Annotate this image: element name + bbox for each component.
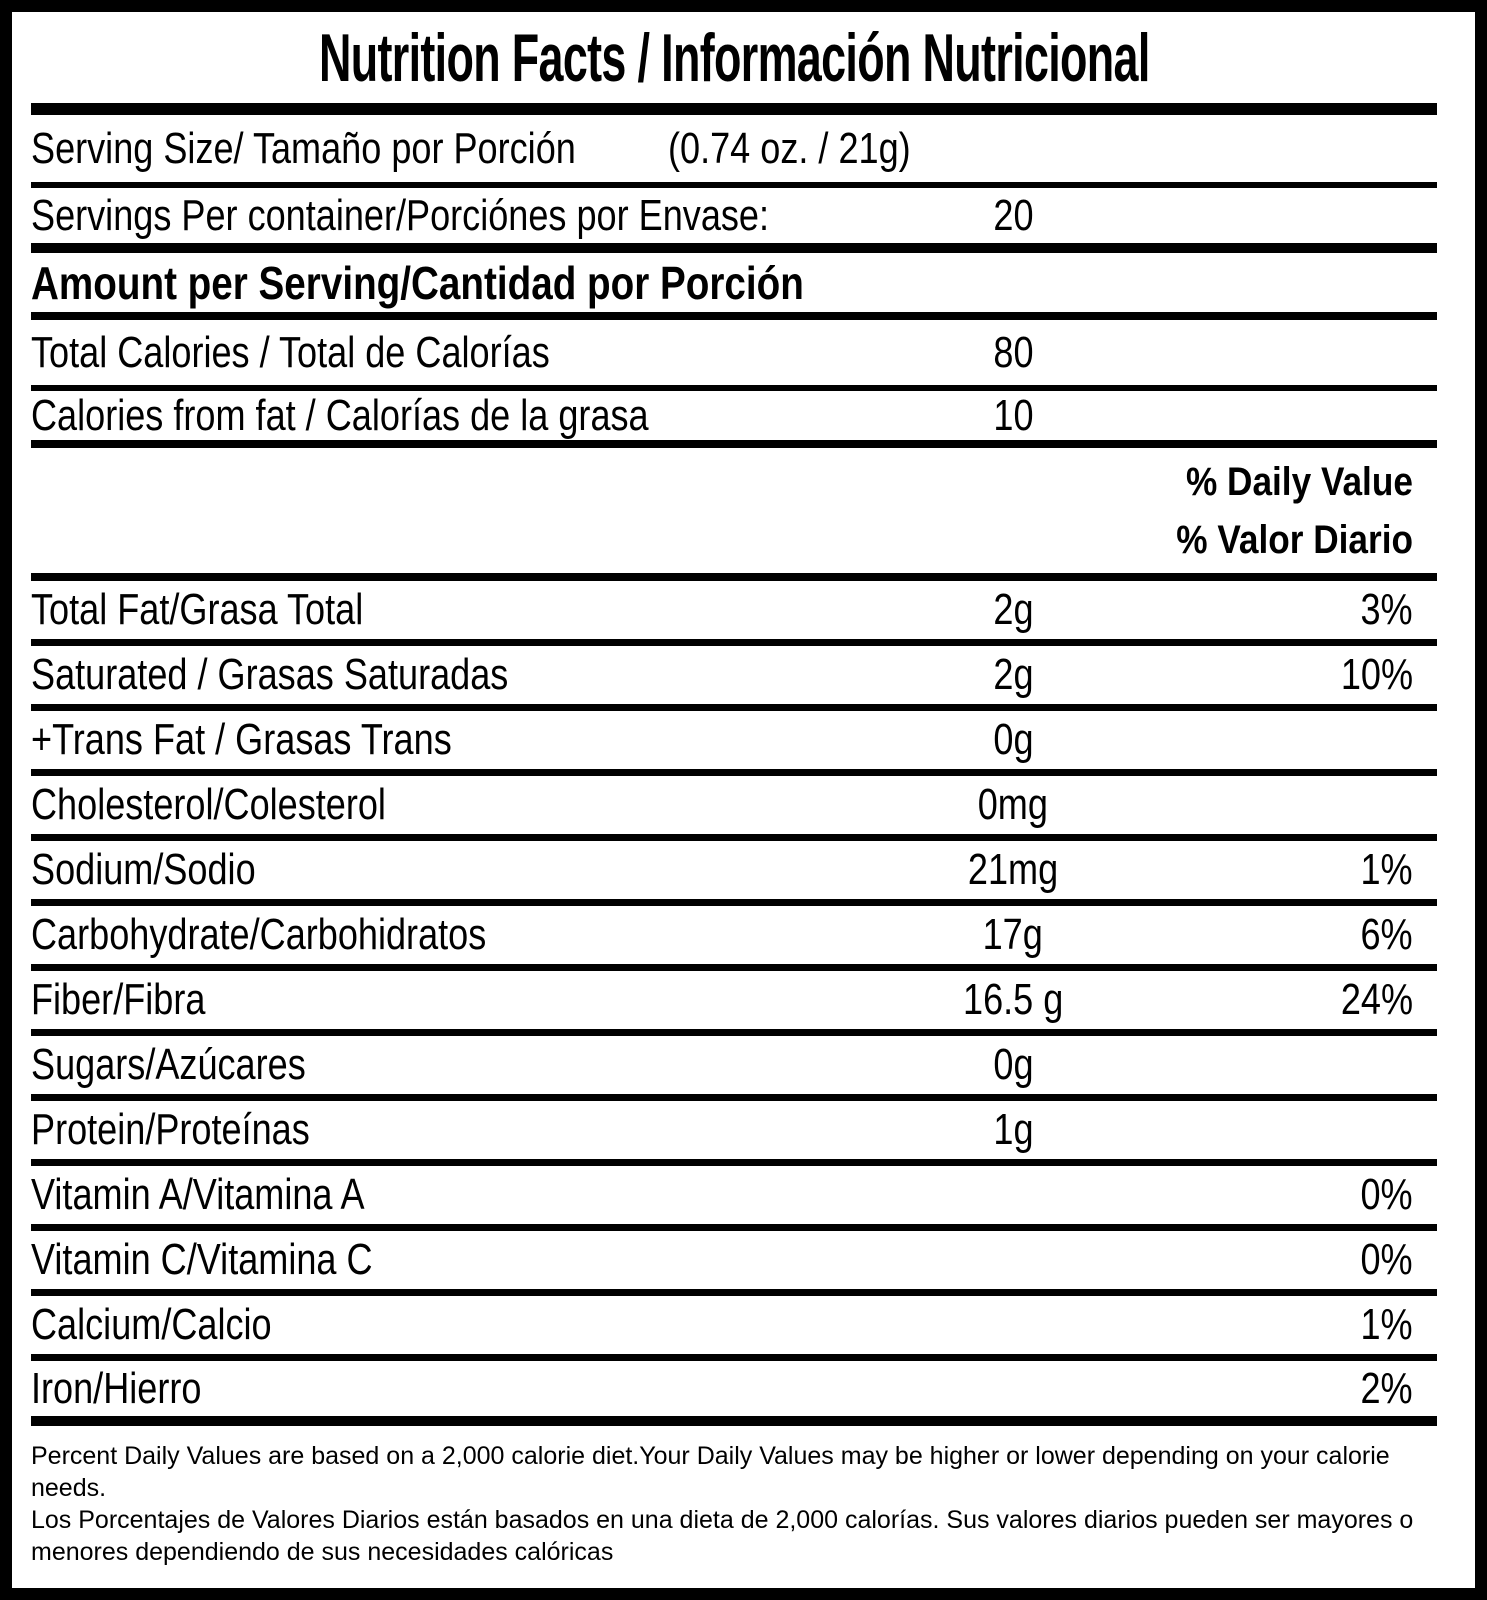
nutrient-label: Sodium/Sodio xyxy=(31,845,256,894)
nutrient-table: Total Fat/Grasa Total 2g 3% Saturated / … xyxy=(31,581,1437,1426)
nutrient-row: Protein/Proteínas 1g xyxy=(31,1101,1437,1166)
nutrient-amount: 17g xyxy=(982,910,1044,959)
nutrient-amount: 1g xyxy=(992,1105,1034,1154)
calories-from-fat-value: 10 xyxy=(992,391,1034,440)
label-header: Nutrition Facts / Información Nutriciona… xyxy=(31,12,1437,103)
nutrient-label: Protein/Proteínas xyxy=(31,1105,310,1154)
daily-value-header-es: % Valor Diario xyxy=(1176,517,1413,562)
servings-per-container-value: 20 xyxy=(992,190,1034,240)
footnote-english: Percent Daily Values are based on a 2,00… xyxy=(31,1442,1390,1502)
serving-size-row: Serving Size/ Tamaño por Porción (0.74 o… xyxy=(31,115,1437,188)
footnotes: Percent Daily Values are based on a 2,00… xyxy=(31,1426,1437,1568)
nutrient-row: Iron/Hierro 2% xyxy=(31,1361,1437,1426)
nutrient-label: Total Fat/Grasa Total xyxy=(31,585,364,634)
nutrient-row: Total Fat/Grasa Total 2g 3% xyxy=(31,581,1437,646)
nutrient-label: Calcium/Calcio xyxy=(31,1300,272,1349)
nutrient-row: Sugars/Azúcares 0g xyxy=(31,1036,1437,1101)
nutrient-row: Fiber/Fibra 16.5 g 24% xyxy=(31,971,1437,1036)
title-separator-bar xyxy=(31,103,1437,115)
nutrient-row: Calcium/Calcio 1% xyxy=(31,1296,1437,1361)
total-calories-value: 80 xyxy=(992,327,1034,377)
servings-per-container-row: Servings Per container/Porciónes por Env… xyxy=(31,188,1437,253)
nutrient-daily-value: 3% xyxy=(1360,585,1413,634)
nutrient-amount: 0mg xyxy=(977,780,1049,829)
nutrient-label: +Trans Fat / Grasas Trans xyxy=(31,715,452,764)
amount-per-serving-heading: Amount per Serving/Cantidad por Porción xyxy=(31,253,1437,320)
nutrient-daily-value: 2% xyxy=(1360,1363,1413,1413)
nutrient-row: Vitamin C/Vitamina C 0% xyxy=(31,1231,1437,1296)
nutrient-daily-value: 6% xyxy=(1360,910,1413,959)
nutrient-label: Carbohydrate/Carbohidratos xyxy=(31,910,487,959)
nutrient-label: Fiber/Fibra xyxy=(31,975,206,1024)
nutrient-row: +Trans Fat / Grasas Trans 0g xyxy=(31,711,1437,776)
nutrient-amount: 2g xyxy=(992,650,1034,699)
total-calories-row: Total Calories / Total de Calorías 80 xyxy=(31,320,1437,391)
nutrient-label: Vitamin A/Vitamina A xyxy=(31,1170,365,1219)
nutrient-amount: 0g xyxy=(992,1040,1034,1089)
nutrient-amount: 21mg xyxy=(967,845,1059,894)
nutrient-daily-value: 0% xyxy=(1360,1170,1413,1219)
total-calories-label: Total Calories / Total de Calorías xyxy=(31,327,550,377)
serving-size-value: (0.74 oz. / 21g) xyxy=(668,123,911,173)
calories-from-fat-row: Calories from fat / Calorías de la grasa… xyxy=(31,391,1437,448)
nutrient-daily-value: 10% xyxy=(1340,650,1413,699)
nutrient-row: Carbohydrate/Carbohidratos 17g 6% xyxy=(31,906,1437,971)
daily-value-header-en: % Daily Value xyxy=(1186,459,1413,504)
nutrient-daily-value: 24% xyxy=(1340,975,1413,1024)
nutrient-amount: 16.5 g xyxy=(962,975,1064,1024)
nutrient-row: Cholesterol/Colesterol 0mg xyxy=(31,776,1437,841)
label-title: Nutrition Facts / Información Nutriciona… xyxy=(318,19,1150,96)
nutrient-label: Saturated / Grasas Saturadas xyxy=(31,650,509,699)
nutrient-daily-value: 1% xyxy=(1360,845,1413,894)
nutrient-label: Cholesterol/Colesterol xyxy=(31,780,386,829)
servings-per-container-label: Servings Per container/Porciónes por Env… xyxy=(31,190,770,240)
serving-size-label: Serving Size/ Tamaño por Porción xyxy=(31,123,576,173)
nutrient-daily-value: 1% xyxy=(1360,1300,1413,1349)
nutrient-label: Iron/Hierro xyxy=(31,1363,202,1413)
nutrient-amount: 2g xyxy=(992,585,1034,634)
nutrient-label: Sugars/Azúcares xyxy=(31,1040,306,1089)
daily-value-header: % Daily Value % Valor Diario xyxy=(31,448,1437,581)
nutrient-amount: 0g xyxy=(992,715,1034,764)
nutrient-row: Sodium/Sodio 21mg 1% xyxy=(31,841,1437,906)
nutrient-daily-value: 0% xyxy=(1360,1235,1413,1284)
calories-from-fat-label: Calories from fat / Calorías de la grasa xyxy=(31,391,649,440)
footnote-spanish: Los Porcentajes de Valores Diarios están… xyxy=(31,1506,1414,1566)
nutrient-row: Saturated / Grasas Saturadas 2g 10% xyxy=(31,646,1437,711)
nutrient-row: Vitamin A/Vitamina A 0% xyxy=(31,1166,1437,1231)
nutrient-label: Vitamin C/Vitamina C xyxy=(31,1235,373,1284)
